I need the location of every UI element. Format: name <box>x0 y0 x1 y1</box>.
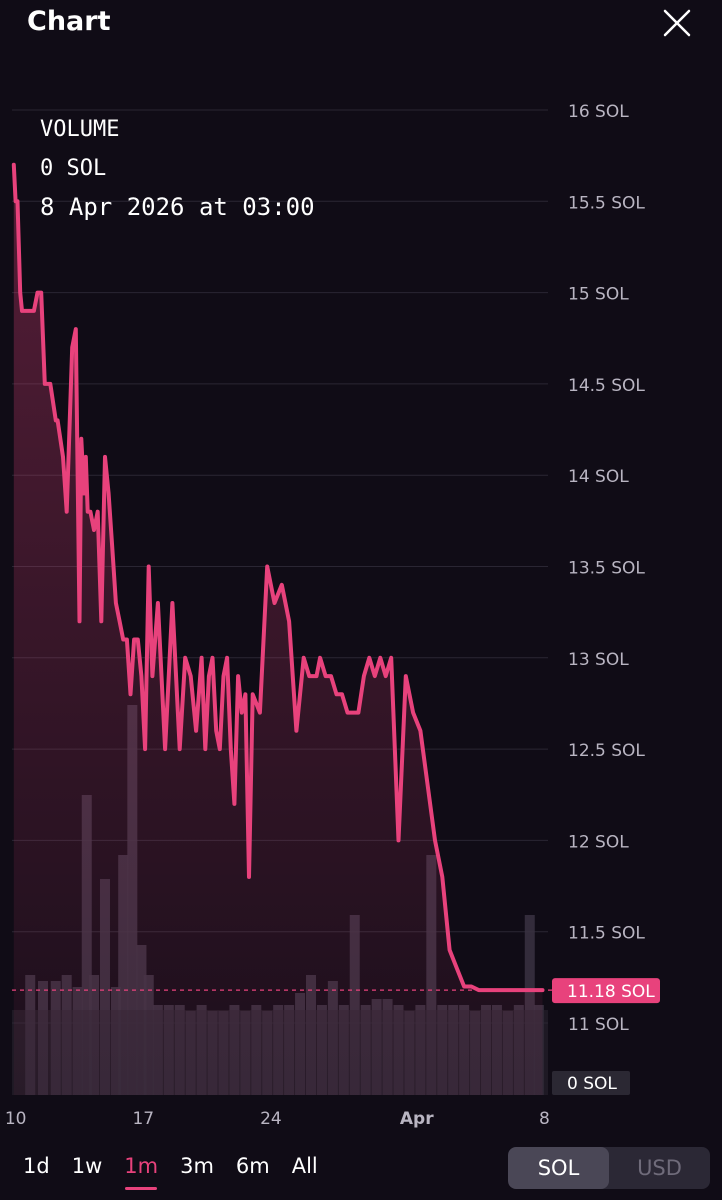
y-tick-label: 16 SOL <box>568 102 629 122</box>
x-tick-label: Apr <box>400 1109 434 1129</box>
price-chart[interactable]: 16 SOL 15.5 SOL 15 SOL 14.5 SOL 14 SOL 13.5 S… <box>0 0 722 1140</box>
x-tick-label: 10 <box>5 1109 27 1129</box>
y-tick-label: 12 SOL <box>568 832 629 852</box>
y-tick-label: 15.5 SOL <box>568 193 645 213</box>
volume-label: VOLUME <box>40 117 120 142</box>
y-tick-label: 15 SOL <box>568 285 629 305</box>
x-tick-label: 17 <box>132 1109 154 1129</box>
current-price-badge <box>552 978 660 1004</box>
range-tab-1d[interactable]: 1d <box>23 1154 50 1178</box>
y-tick-label: 13 SOL <box>568 650 629 670</box>
hover-timestamp: 8 Apr 2026 at 03:00 <box>40 193 315 221</box>
currency-sol-button[interactable]: SOL <box>508 1147 609 1189</box>
range-tab-1w[interactable]: 1w <box>71 1154 103 1178</box>
range-tab-all[interactable]: All <box>291 1154 318 1178</box>
volume-value: 0 SOL <box>40 156 107 181</box>
y-tick-label: 13.5 SOL <box>568 559 645 579</box>
y-tick-label: 11.5 SOL <box>568 924 645 944</box>
volume-badge <box>552 1071 630 1095</box>
currency-toggle: SOL USD <box>508 1147 710 1189</box>
price-line <box>11 162 545 993</box>
currency-usd-button[interactable]: USD <box>637 1156 682 1180</box>
y-tick-label: 14 SOL <box>568 467 629 487</box>
range-tab-1m[interactable]: 1m <box>115 1150 167 1190</box>
range-tab-3m[interactable]: 3m <box>180 1154 214 1178</box>
price-area <box>13 164 543 1096</box>
y-tick-label: 12.5 SOL <box>568 741 645 761</box>
time-range-tabs: 1d 1w 1m 3m 6m All <box>14 1150 331 1190</box>
volume-badge-label: 0 SOL <box>567 1074 617 1094</box>
chart-svg[interactable]: 16 SOL 15.5 SOL 15 SOL 14.5 SOL 14 SOL 13.5 S… <box>0 0 722 1140</box>
current-price-label: 11.18 SOL <box>567 982 655 1002</box>
volume-info: VOLUME 0 SOL 8 Apr 2026 at 03:00 <box>40 110 315 227</box>
close-button[interactable] <box>660 6 694 40</box>
y-tick-label: 14.5 SOL <box>568 376 645 396</box>
y-tick-label: 11 SOL <box>568 1015 629 1035</box>
x-tick-label: 24 <box>260 1109 282 1129</box>
x-tick-label: 8 <box>539 1109 550 1129</box>
close-icon <box>663 9 691 37</box>
page-title: Chart <box>27 6 111 37</box>
range-tab-6m[interactable]: 6m <box>235 1154 270 1178</box>
